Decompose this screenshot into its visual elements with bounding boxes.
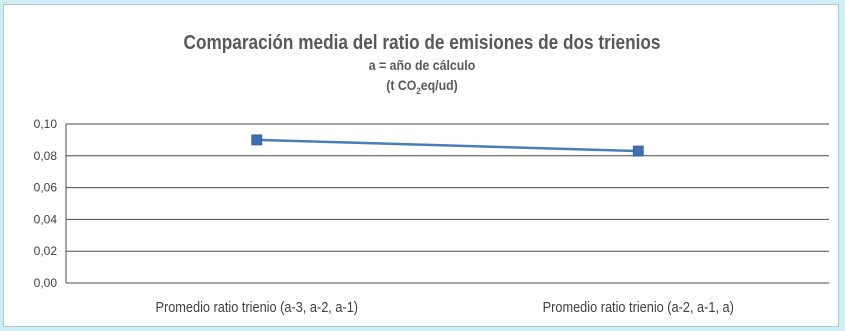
unit-subscript: 2 — [416, 85, 421, 96]
series-line — [256, 138, 639, 153]
x-tick-label: Promedio ratio trienio (a-3, a-2, a-1) — [155, 299, 358, 315]
chart-subtitle: a = año de cálculo — [368, 57, 476, 73]
chart-unit: (t CO2eq/ud) — [54, 75, 790, 101]
chart-title: Comparación media del ratio de emisiones… — [183, 32, 661, 54]
y-tick-label: 0,00 — [34, 276, 58, 290]
data-point — [251, 134, 263, 146]
unit-suffix: eq/ud) — [420, 77, 458, 93]
y-tick-label: 0,08 — [34, 149, 58, 163]
y-tick-label: 0,04 — [34, 212, 58, 226]
x-tick-label: Promedio ratio trienio (a-2, a-1, a) — [543, 299, 734, 315]
chart-frame: Comparación media del ratio de emisiones… — [3, 4, 839, 327]
y-tick-label: 0,10 — [34, 117, 58, 131]
y-tick-label: 0,06 — [34, 181, 58, 195]
chart-titles: Comparación media del ratio de emisiones… — [4, 31, 840, 101]
y-tick-label: 0,02 — [34, 244, 58, 258]
data-point — [632, 145, 644, 157]
unit-prefix: (t CO — [386, 77, 417, 93]
